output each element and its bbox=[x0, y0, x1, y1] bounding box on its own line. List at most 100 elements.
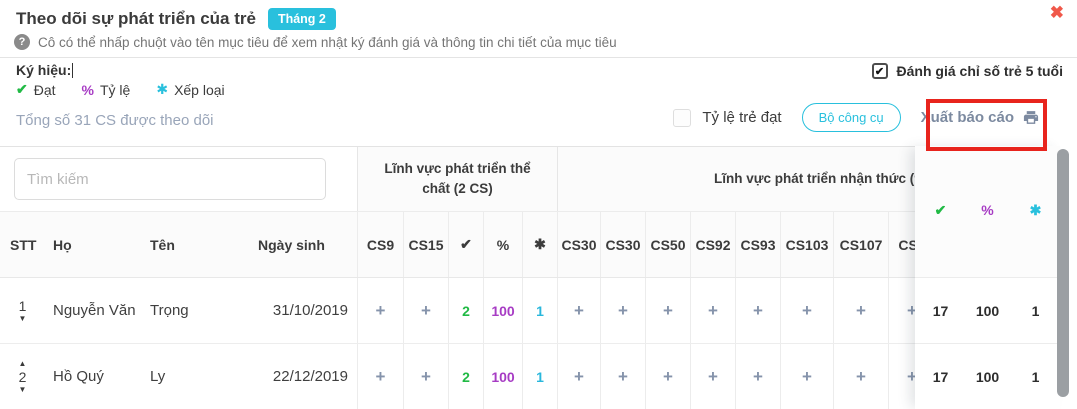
table-group-header-row: Lĩnh vực phát triển thể chất (2 CS) Lĩnh… bbox=[0, 146, 1024, 212]
total-ty-le-value: 100 bbox=[975, 368, 1000, 385]
physical-ty-le-value: 100 bbox=[483, 344, 522, 409]
physical-ty-le-value: 100 bbox=[483, 278, 522, 343]
text-cursor bbox=[72, 62, 74, 78]
add-evaluation-button[interactable]: + bbox=[735, 344, 780, 409]
col-header-cs50[interactable]: CS50 bbox=[645, 212, 690, 277]
add-evaluation-button[interactable]: + bbox=[645, 344, 690, 409]
group-header-physical: Lĩnh vực phát triển thể chất (2 CS) bbox=[357, 147, 557, 211]
check-icon: ✔ bbox=[448, 212, 483, 277]
month-badge: Tháng 2 bbox=[267, 8, 336, 30]
total-xep-loai-value: 1 bbox=[1031, 302, 1040, 319]
dialog-header: Theo dõi sự phát triển của trẻ Tháng 2 bbox=[16, 8, 336, 30]
rate-label: Tỷ lệ trẻ đạt bbox=[702, 109, 782, 126]
close-icon[interactable]: ✖ bbox=[1049, 3, 1064, 22]
sort-up-icon[interactable]: ▲ bbox=[18, 358, 27, 368]
page-title: Theo dõi sự phát triển của trẻ bbox=[16, 9, 256, 28]
col-header-cs103[interactable]: CS103 bbox=[780, 212, 833, 277]
physical-dat-value: 2 bbox=[448, 278, 483, 343]
add-evaluation-button[interactable]: + bbox=[888, 278, 935, 343]
col-header-cs30b[interactable]: CS30 bbox=[600, 212, 645, 277]
add-evaluation-button[interactable]: + bbox=[357, 278, 403, 343]
printer-icon bbox=[1022, 109, 1040, 126]
last-name-cell: Hồ Quý bbox=[53, 368, 104, 385]
legend-item-dat: ✔ Đạt bbox=[16, 81, 56, 98]
add-evaluation-button[interactable]: + bbox=[833, 344, 888, 409]
sort-down-icon[interactable]: ▼ bbox=[18, 384, 27, 394]
percent-icon: % bbox=[81, 81, 94, 98]
add-evaluation-button[interactable]: + bbox=[833, 278, 888, 343]
totals-row: 17 100 1 bbox=[915, 344, 1060, 409]
table-row: 1 ▼ Nguyễn Văn Trọng 31/10/2019 + + 2 10… bbox=[0, 278, 935, 344]
age-filter-checkbox-row[interactable]: ✔ Đánh giá chỉ số trẻ 5 tuổi bbox=[871, 63, 1063, 79]
legend: ✔ Đạt % Tỷ lệ ✱ Xếp loại bbox=[16, 81, 225, 98]
physical-xep-loai-value: 1 bbox=[522, 344, 557, 409]
birthdate-cell: 22/12/2019 bbox=[272, 368, 348, 385]
add-evaluation-button[interactable]: + bbox=[557, 278, 600, 343]
totals-row: 17 100 1 bbox=[915, 278, 1060, 344]
percent-icon: % bbox=[981, 202, 994, 218]
toolbar-actions: Tỷ lệ trẻ đạt Bộ công cụ Xuất báo cáo bbox=[673, 103, 1040, 132]
first-name-cell: Trọng bbox=[150, 302, 189, 319]
search-input[interactable] bbox=[14, 158, 326, 200]
star-icon: ✱ bbox=[1029, 202, 1042, 218]
totals-icons-row: ✔ % ✱ bbox=[917, 202, 1060, 219]
birthdate-cell: 31/10/2019 bbox=[272, 302, 348, 319]
add-evaluation-button[interactable]: + bbox=[735, 278, 780, 343]
col-header-cs107[interactable]: CS107 bbox=[833, 212, 888, 277]
divider bbox=[0, 57, 1077, 58]
toolkit-button[interactable]: Bộ công cụ bbox=[801, 103, 901, 132]
col-header-cs15[interactable]: CS15 bbox=[403, 212, 448, 277]
rate-checkbox-row[interactable]: Tỷ lệ trẻ đạt bbox=[673, 108, 782, 127]
add-evaluation-button[interactable]: + bbox=[645, 278, 690, 343]
physical-xep-loai-value: 1 bbox=[522, 278, 557, 343]
check-icon: ✔ bbox=[934, 202, 947, 218]
add-evaluation-button[interactable]: + bbox=[888, 344, 935, 409]
add-evaluation-button[interactable]: + bbox=[690, 344, 735, 409]
col-header-cs93[interactable]: CS93 bbox=[735, 212, 780, 277]
vertical-scrollbar[interactable] bbox=[1057, 149, 1069, 397]
sort-down-icon[interactable]: ▼ bbox=[18, 314, 27, 323]
add-evaluation-button[interactable]: + bbox=[600, 278, 645, 343]
total-dat-value: 17 bbox=[932, 368, 949, 385]
add-evaluation-button[interactable]: + bbox=[403, 278, 448, 343]
add-evaluation-button[interactable]: + bbox=[780, 344, 833, 409]
total-ty-le-value: 100 bbox=[975, 302, 1000, 319]
col-header-cs92[interactable]: CS92 bbox=[690, 212, 735, 277]
col-header-stt: STT bbox=[10, 236, 37, 253]
search-cell bbox=[0, 147, 357, 211]
stt-cell: ▲ 2 ▼ bbox=[18, 358, 27, 394]
export-report-button[interactable]: Xuất báo cáo bbox=[921, 109, 1040, 126]
legend-label: Ký hiệu: bbox=[16, 62, 74, 78]
star-icon: ✱ bbox=[156, 81, 169, 97]
help-icon: ? bbox=[14, 34, 30, 50]
first-name-cell: Ly bbox=[150, 368, 166, 385]
checked-checkbox[interactable]: ✔ bbox=[871, 63, 888, 79]
unchecked-checkbox[interactable] bbox=[673, 108, 692, 127]
add-evaluation-button[interactable]: + bbox=[403, 344, 448, 409]
col-header-ten: Tên bbox=[150, 236, 175, 253]
add-evaluation-button[interactable]: + bbox=[557, 344, 600, 409]
table-column-header-row: STT Họ Tên Ngày sinh CS9 CS15 ✔ % ✱ CS30… bbox=[0, 212, 935, 278]
totals-panel: ✔ % ✱ 17 100 1 17 100 1 bbox=[915, 146, 1060, 409]
legend-item-ty-le: % Tỷ lệ bbox=[81, 81, 131, 98]
star-icon: ✱ bbox=[522, 212, 557, 277]
col-header-cs9[interactable]: CS9 bbox=[357, 212, 403, 277]
total-dat-value: 17 bbox=[932, 302, 949, 319]
add-evaluation-button[interactable]: + bbox=[780, 278, 833, 343]
total-xep-loai-value: 1 bbox=[1031, 368, 1040, 385]
help-row: ? Cô có thể nhấp chuột vào tên mục tiêu … bbox=[14, 34, 617, 50]
add-evaluation-button[interactable]: + bbox=[600, 344, 645, 409]
last-name-cell: Nguyễn Văn bbox=[53, 302, 136, 319]
legend-item-xep-loai: ✱ Xếp loại bbox=[156, 81, 225, 98]
percent-icon: % bbox=[483, 212, 522, 277]
stt-cell: 1 ▼ bbox=[18, 298, 27, 323]
add-evaluation-button[interactable]: + bbox=[357, 344, 403, 409]
check-icon: ✔ bbox=[16, 81, 28, 97]
add-evaluation-button[interactable]: + bbox=[690, 278, 735, 343]
age-filter-label: Đánh giá chỉ số trẻ 5 tuổi bbox=[896, 63, 1063, 79]
table-row: ▲ 2 ▼ Hồ Quý Ly 22/12/2019 + + 2 100 1 +… bbox=[0, 344, 935, 409]
col-header-cs30a[interactable]: CS30 bbox=[557, 212, 600, 277]
col-header-ho: Họ bbox=[53, 236, 72, 253]
help-text: Cô có thể nhấp chuột vào tên mục tiêu để… bbox=[38, 34, 617, 50]
